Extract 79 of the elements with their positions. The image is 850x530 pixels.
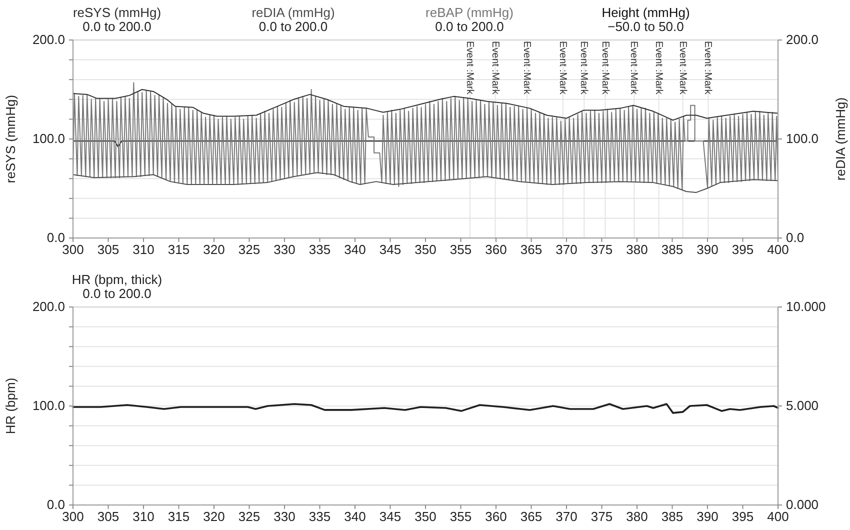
ref-line-label: Event :Mark [557,41,568,96]
line-series [72,172,778,193]
x-tick-label: 375 [590,242,613,258]
y-tick-label: 0.0 [46,230,65,246]
y-tick-label: 100.0 [32,131,65,146]
x-tick-label: 330 [274,509,296,524]
x-tick-label: 305 [97,509,120,524]
x-tick-label: 320 [203,509,225,524]
x-tick-label: 375 [590,509,613,524]
x-tick-label: 345 [379,509,402,524]
text: reDIA (mmHg) [252,5,335,20]
ref-line-label: Event :Mark [578,41,590,96]
y2-tick-label: 5.000 [786,398,819,414]
x-tick-label: 355 [450,509,472,524]
x-tick-label: 360 [485,242,507,258]
text: HR (bpm, thick) [72,272,162,287]
text: −50.0 to 50.0 [608,19,684,34]
ref-line-label: Event :Mark [522,41,533,96]
y-axis-title: HR (bpm) [2,378,18,434]
y2-tick-label: 0.0 [786,230,804,246]
x-tick-label: 365 [520,509,542,524]
text: Height (mmHg) [602,5,690,20]
x-tick-label: 325 [238,509,260,524]
x-tick-label: 320 [203,242,225,258]
x-tick-label: 340 [344,242,366,258]
x-tick-label: 400 [767,242,789,258]
x-tick-label: 340 [344,509,366,524]
x-tick-label: 335 [308,242,331,258]
line-series [72,403,779,414]
ref-line-label: Event :Mark [653,41,664,96]
ref-line-label: Event :Mark [490,41,501,96]
y2-axis-title: reDIA (mmHg) [832,97,848,181]
x-tick-label: 365 [520,242,542,258]
x-tick-label: 315 [168,242,190,258]
x-tick-label: 390 [696,509,718,524]
x-tick-label: 385 [661,509,684,524]
x-tick-label: 385 [661,242,684,258]
x-tick-label: 395 [732,509,754,524]
ref-line-label: Event :Mark [464,41,476,96]
text: 0.0 to 200.0 [258,19,328,34]
x-tick-label: 330 [274,242,296,258]
x-tick-label: 370 [556,509,578,524]
x-tick-label: 310 [132,242,154,258]
y-axis-title: reSYS (mmHg) [2,94,18,184]
text: 0.0 to 200.0 [435,19,504,34]
x-tick-label: 380 [626,509,648,524]
y2-tick-label: 0.000 [786,497,819,512]
x-tick-label: 395 [732,242,754,258]
y-tick-label: 200.0 [32,299,65,314]
x-tick-label: 355 [450,242,472,258]
x-tick-label: 370 [556,242,578,258]
x-tick-label: 345 [379,242,402,258]
y-tick-label: 100.0 [32,398,65,414]
x-tick-label: 310 [132,509,154,524]
x-tick-label: 305 [97,242,120,258]
y2-tick-label: 200.0 [786,32,819,48]
x-tick-label: 315 [168,509,190,524]
y-tick-label: 200.0 [32,32,65,48]
x-tick-label: 400 [767,509,789,524]
x-tick-label: 300 [62,242,84,258]
y2-tick-label: 10.000 [786,299,826,314]
x-tick-label: 380 [626,242,648,258]
ref-line-label: Event :Mark [600,41,611,96]
ref-line-label: Event :Mark [628,41,640,96]
ref-line-label: Event :Mark [677,41,688,96]
x-tick-label: 335 [308,509,331,524]
x-tick-label: 325 [238,242,260,258]
x-tick-label: 390 [696,242,718,258]
ref-line-label: Event :Mark [702,41,714,96]
y-tick-label: 0.0 [46,497,65,512]
x-tick-label: 360 [485,509,507,524]
x-tick-label: 350 [414,242,436,258]
text: reSYS (mmHg) [72,5,162,20]
text: 0.0 to 200.0 [82,19,152,34]
x-tick-label: 300 [62,509,84,524]
text: 0.0 to 200.0 [82,286,152,301]
x-tick-label: 350 [414,509,436,524]
y2-tick-label: 100.0 [786,131,819,146]
text: reBAP (mmHg) [426,5,514,20]
